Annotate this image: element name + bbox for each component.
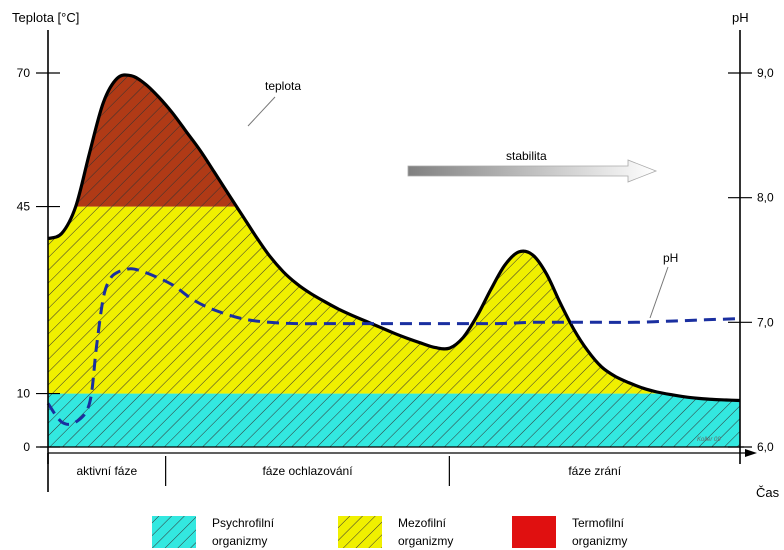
annotation-teplota-leader bbox=[247, 96, 276, 127]
phase-labels: aktivní fáze fáze ochlazování fáze zrání bbox=[76, 464, 621, 478]
left-tick-label: 45 bbox=[17, 200, 31, 214]
thermophile-hatch bbox=[48, 74, 740, 207]
mesophile-hatch bbox=[48, 206, 740, 394]
legend-label-thermophile-line1: Termofilní bbox=[572, 516, 625, 530]
legend-item-thermophile: Termofilní organizmy bbox=[512, 516, 627, 548]
stability-arrow-icon bbox=[407, 159, 658, 183]
series-line-teplota bbox=[47, 73, 741, 403]
legend-item-psychrophile: Psychrofilní organizmy bbox=[152, 516, 275, 548]
temperature-zones bbox=[48, 74, 740, 447]
time-axis-arrow-icon bbox=[745, 449, 757, 457]
phase-label: fáze zrání bbox=[568, 464, 621, 478]
right-tick-label: 9,0 bbox=[757, 66, 774, 80]
left-tick-label: 0 bbox=[23, 440, 30, 454]
legend-label-thermophile-line2: organizmy bbox=[572, 534, 627, 548]
annotation-stabilita: stabilita bbox=[506, 149, 547, 163]
left-axis-label: Teplota [°C] bbox=[12, 10, 79, 25]
legend-label-mesophile-line1: Mezofilní bbox=[398, 516, 447, 530]
phase-label: fáze ochlazování bbox=[262, 464, 353, 478]
psychrophile-hatch bbox=[48, 393, 740, 447]
x-axis-label: Čas bbox=[756, 485, 780, 500]
left-tick-label: 10 bbox=[17, 387, 31, 401]
phase-dividers bbox=[47, 453, 450, 492]
right-tick-label: 6,0 bbox=[757, 440, 774, 454]
annotation-ph-leader bbox=[649, 266, 669, 319]
left-tick-label: 70 bbox=[17, 66, 31, 80]
annotation-teplota: teplota bbox=[265, 79, 301, 93]
right-axis-label: pH bbox=[732, 10, 749, 25]
legend-swatch-psychrophile-hatch bbox=[152, 516, 196, 548]
legend-swatch-mesophile-hatch bbox=[338, 516, 382, 548]
author-signature: Koller 09 bbox=[697, 437, 721, 443]
right-axis-ticks: 6,0 7,0 8,0 9,0 bbox=[728, 66, 774, 454]
phase-label: aktivní fáze bbox=[76, 464, 137, 478]
legend: Psychrofilní organizmy Mezofilní organiz… bbox=[152, 516, 627, 548]
legend-label-psychrophile-line1: Psychrofilní bbox=[212, 516, 275, 530]
legend-label-mesophile-line2: organizmy bbox=[398, 534, 453, 548]
right-tick-label: 8,0 bbox=[757, 191, 774, 205]
left-axis-ticks: 0 10 45 70 bbox=[17, 66, 60, 454]
legend-swatch-thermophile bbox=[512, 516, 556, 548]
legend-item-mesophile: Mezofilní organizmy bbox=[338, 516, 453, 548]
legend-label-psychrophile-line2: organizmy bbox=[212, 534, 267, 548]
annotation-ph: pH bbox=[663, 251, 678, 265]
right-tick-label: 7,0 bbox=[757, 315, 774, 329]
